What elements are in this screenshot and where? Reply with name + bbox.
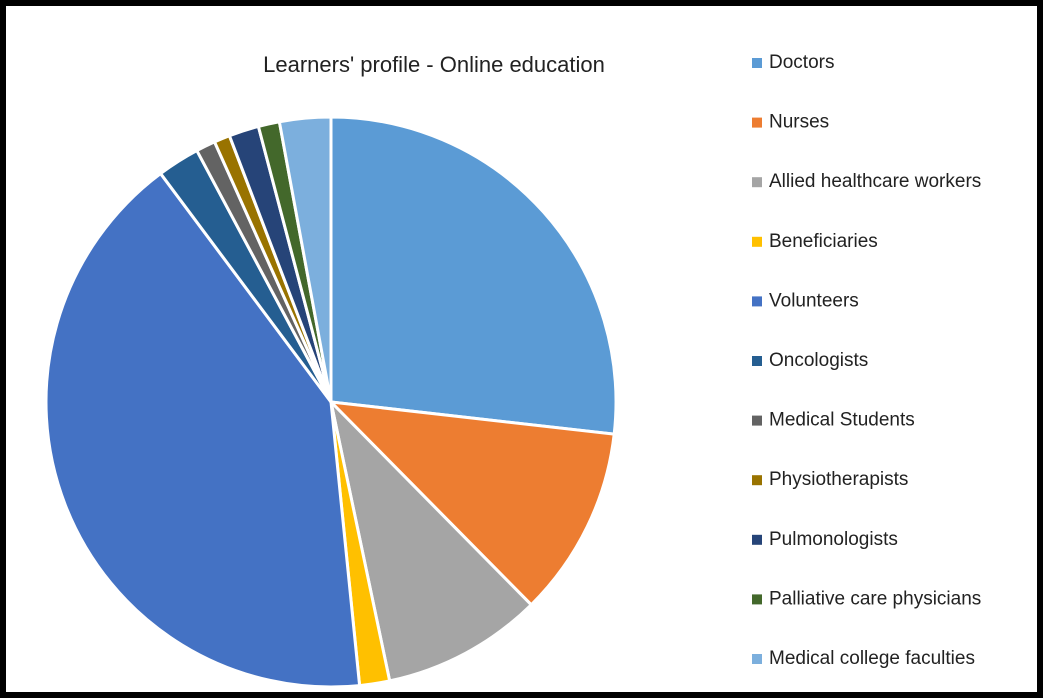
legend-label: Doctors [769,52,834,73]
legend-swatch [752,296,762,307]
legend-label: Physiotherapists [769,469,908,490]
legend-swatch [752,534,762,545]
legend-swatch [752,594,762,605]
legend-label: Medical college faculties [769,648,975,669]
legend-swatch [752,236,762,247]
legend-label: Medical Students [769,410,915,431]
legend-swatch [752,177,762,188]
legend-label: Palliative care physicians [769,588,981,609]
legend-swatch [752,117,762,128]
legend-swatch [752,58,762,68]
legend-swatch [752,475,762,486]
legend-swatch [752,356,762,366]
pie-slice [326,400,616,607]
chart-title: Learners' profile - Online education [263,52,605,77]
pie-slice [44,171,362,689]
legend-label: Nurses [769,112,829,133]
legend-label: Allied healthcare workers [769,171,981,192]
legend-swatch [752,654,762,664]
pie-slice [329,115,618,436]
pie-slice [328,397,534,683]
legend-label: Beneficiaries [769,231,878,252]
legend-label: Volunteers [769,290,859,311]
pie-slice [277,115,333,403]
legend-label: Pulmonologists [769,529,898,550]
legend-label: Oncologists [769,350,868,371]
legend-swatch [752,415,762,426]
